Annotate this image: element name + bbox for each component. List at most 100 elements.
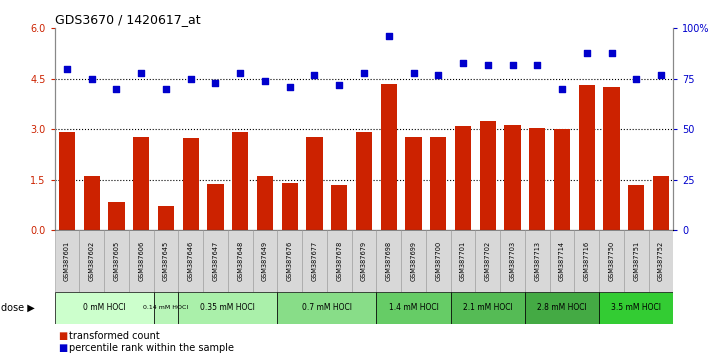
- Point: [581, 50, 593, 55]
- Bar: [649, 230, 673, 292]
- Bar: [277, 292, 376, 324]
- Bar: [104, 230, 129, 292]
- Text: 0.35 mM HOCl: 0.35 mM HOCl: [200, 303, 256, 313]
- Bar: [253, 230, 277, 292]
- Point: [86, 76, 98, 81]
- Bar: [302, 230, 327, 292]
- Point: [432, 72, 444, 78]
- Point: [655, 72, 667, 78]
- Bar: [154, 230, 178, 292]
- Point: [408, 70, 419, 75]
- Bar: [331, 185, 347, 230]
- Point: [482, 62, 494, 68]
- Bar: [500, 230, 525, 292]
- Bar: [525, 292, 599, 324]
- Text: 1.4 mM HOCl: 1.4 mM HOCl: [389, 303, 438, 313]
- Text: GSM387750: GSM387750: [609, 241, 614, 281]
- Text: 0 mM HOCl: 0 mM HOCl: [83, 303, 125, 313]
- Bar: [282, 183, 298, 230]
- Point: [135, 70, 147, 75]
- Bar: [178, 292, 277, 324]
- Bar: [108, 201, 124, 230]
- Bar: [653, 176, 669, 230]
- Bar: [356, 132, 372, 230]
- Point: [259, 78, 271, 84]
- Text: 0.14 mM HOCl: 0.14 mM HOCl: [143, 306, 189, 310]
- Text: ■: ■: [58, 331, 68, 341]
- Text: GSM387701: GSM387701: [460, 241, 466, 281]
- Bar: [451, 292, 525, 324]
- Bar: [84, 176, 100, 230]
- Bar: [550, 230, 574, 292]
- Point: [457, 60, 469, 65]
- Bar: [232, 132, 248, 230]
- Bar: [203, 230, 228, 292]
- Text: percentile rank within the sample: percentile rank within the sample: [69, 343, 234, 353]
- Text: 2.8 mM HOCl: 2.8 mM HOCl: [537, 303, 587, 313]
- Text: GSM387648: GSM387648: [237, 241, 243, 281]
- Text: GSM387714: GSM387714: [559, 241, 565, 281]
- Bar: [59, 132, 75, 230]
- Text: 3.5 mM HOCl: 3.5 mM HOCl: [612, 303, 661, 313]
- Text: GSM387601: GSM387601: [64, 241, 70, 281]
- Text: GSM387703: GSM387703: [510, 241, 515, 281]
- Bar: [277, 230, 302, 292]
- Text: GDS3670 / 1420617_at: GDS3670 / 1420617_at: [55, 13, 200, 26]
- Bar: [401, 230, 426, 292]
- Bar: [604, 87, 620, 230]
- Point: [210, 80, 221, 86]
- Bar: [55, 292, 154, 324]
- Text: GSM387605: GSM387605: [114, 241, 119, 281]
- Point: [309, 72, 320, 78]
- Bar: [628, 185, 644, 230]
- Bar: [257, 176, 273, 230]
- Bar: [505, 125, 521, 230]
- Point: [333, 82, 345, 88]
- Bar: [405, 137, 422, 230]
- Bar: [228, 230, 253, 292]
- Point: [383, 34, 395, 39]
- Bar: [529, 127, 545, 230]
- Bar: [554, 129, 570, 230]
- Text: GSM387645: GSM387645: [163, 241, 169, 281]
- Bar: [381, 84, 397, 230]
- Bar: [376, 230, 401, 292]
- Point: [507, 62, 518, 68]
- Point: [160, 86, 172, 92]
- Text: GSM387649: GSM387649: [262, 241, 268, 281]
- Bar: [327, 230, 352, 292]
- Bar: [154, 292, 178, 324]
- Bar: [306, 137, 323, 230]
- Bar: [430, 137, 446, 230]
- Point: [556, 86, 568, 92]
- Text: 2.1 mM HOCl: 2.1 mM HOCl: [463, 303, 513, 313]
- Text: GSM387606: GSM387606: [138, 241, 144, 281]
- Bar: [129, 230, 154, 292]
- Bar: [599, 230, 624, 292]
- Text: GSM387700: GSM387700: [435, 241, 441, 281]
- Text: transformed count: transformed count: [69, 331, 160, 341]
- Bar: [599, 292, 673, 324]
- Bar: [574, 230, 599, 292]
- Bar: [79, 230, 104, 292]
- Text: GSM387752: GSM387752: [658, 241, 664, 281]
- Text: GSM387699: GSM387699: [411, 241, 416, 281]
- Text: GSM387751: GSM387751: [633, 241, 639, 281]
- Point: [185, 76, 197, 81]
- Bar: [475, 230, 500, 292]
- Bar: [55, 230, 79, 292]
- Point: [111, 86, 122, 92]
- Bar: [480, 121, 496, 230]
- Text: GSM387716: GSM387716: [584, 241, 590, 281]
- Text: GSM387713: GSM387713: [534, 241, 540, 281]
- Bar: [525, 230, 550, 292]
- Point: [358, 70, 370, 75]
- Bar: [624, 230, 649, 292]
- Point: [630, 76, 642, 81]
- Point: [61, 66, 73, 72]
- Text: GSM387602: GSM387602: [89, 241, 95, 281]
- Text: GSM387702: GSM387702: [485, 241, 491, 281]
- Point: [531, 62, 543, 68]
- Text: GSM387647: GSM387647: [213, 241, 218, 281]
- Bar: [451, 230, 475, 292]
